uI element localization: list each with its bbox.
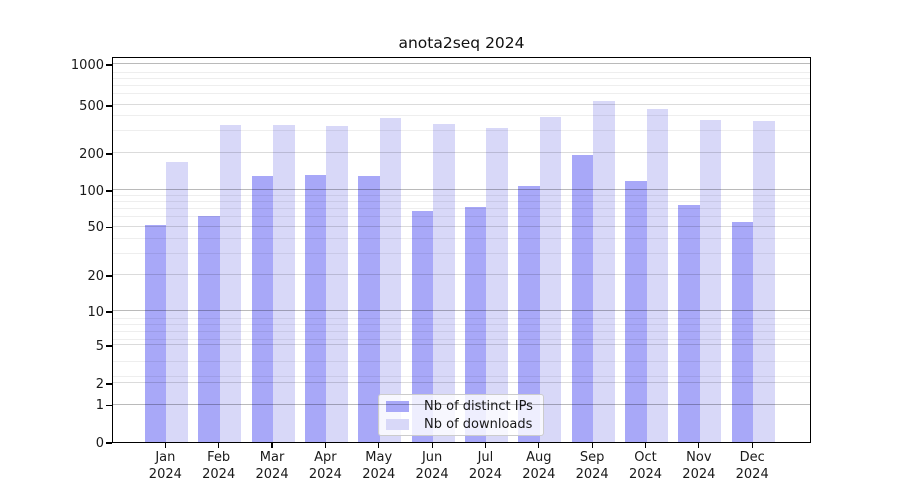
y-tick-label: 0 — [95, 435, 104, 451]
x-tick-label: Sep 2024 — [575, 450, 609, 482]
bar-downloads — [593, 101, 615, 442]
x-tick-mark — [164, 443, 166, 448]
legend-label: Nb of downloads — [424, 416, 533, 432]
bar-distinct-ips — [198, 216, 220, 442]
x-tick-label: Jan 2024 — [148, 450, 182, 482]
bar-distinct-ips — [518, 186, 540, 442]
x-tick-mark — [378, 443, 380, 448]
x-tick-mark — [484, 443, 487, 448]
y-tick-label: 10 — [87, 304, 104, 320]
y-tick-mark — [106, 383, 112, 385]
y-tick-mark — [106, 105, 112, 107]
legend-swatch-downloads — [386, 418, 409, 430]
bar-downloads — [326, 126, 348, 442]
y-tick-label: 500 — [79, 98, 104, 114]
y-tick-label: 100 — [79, 183, 104, 199]
x-tick-label: Apr 2024 — [308, 450, 342, 482]
bar-downloads — [646, 109, 668, 442]
y-tick-label: 50 — [87, 220, 104, 235]
bar-downloads — [379, 117, 402, 442]
y-tick-label: 1000 — [70, 57, 104, 73]
x-tick-label: Feb 2024 — [202, 450, 236, 482]
x-tick-mark — [644, 443, 647, 448]
bar-distinct-ips — [144, 224, 167, 442]
bar-distinct-ips — [411, 210, 434, 442]
y-tick-label: 2 — [95, 376, 104, 392]
y-tick-mark — [106, 442, 112, 444]
bar-distinct-ips — [678, 205, 700, 442]
plot-area — [112, 57, 811, 443]
x-tick-mark — [698, 443, 700, 448]
x-tick-mark — [591, 443, 593, 448]
y-tick-label: 5 — [95, 338, 104, 354]
y-tick-mark — [106, 275, 112, 277]
x-tick-mark — [271, 443, 273, 448]
bars-layer — [113, 58, 810, 442]
bar-distinct-ips — [571, 154, 594, 442]
x-tick-label: Mar 2024 — [255, 450, 289, 482]
y-tick-mark — [106, 226, 112, 229]
y-tick-label: 200 — [79, 146, 104, 162]
bar-downloads — [166, 161, 188, 442]
y-axis: 0 1 2 5 10 20 50 100 200 500 1000 — [0, 57, 104, 451]
y-tick-mark — [106, 190, 112, 192]
x-tick-mark — [431, 443, 433, 448]
legend-item: Nb of distinct IPs — [386, 397, 536, 415]
bar-distinct-ips — [358, 176, 380, 442]
x-tick-label: Aug 2024 — [522, 450, 556, 482]
bar-downloads — [219, 125, 242, 442]
x-tick-label: Jul 2024 — [468, 450, 502, 482]
x-tick-label: Dec 2024 — [735, 450, 769, 482]
y-tick-mark — [106, 64, 112, 66]
bar-downloads — [486, 128, 508, 442]
bar-downloads — [273, 125, 295, 442]
bar-downloads — [753, 121, 775, 442]
bar-distinct-ips — [625, 180, 647, 442]
x-tick-label: Jun 2024 — [415, 450, 449, 482]
legend-swatch-distinct_ips — [386, 400, 409, 412]
bar-distinct-ips — [251, 176, 274, 442]
y-tick-mark — [106, 404, 112, 407]
x-tick-mark — [218, 443, 220, 448]
bar-distinct-ips — [731, 221, 754, 442]
bar-downloads — [539, 117, 562, 442]
x-axis: Jan 2024 Feb 2024 Mar 2024 Apr 2024 May 2024 Jun 20… — [112, 443, 811, 493]
legend-label: Nb of distinct IPs — [424, 398, 533, 414]
legend-item: Nb of downloads — [386, 415, 536, 433]
x-tick-label: Nov 2024 — [682, 450, 716, 482]
chart-title: anota2seq 2024 — [398, 34, 525, 52]
x-tick-label: Oct 2024 — [628, 450, 663, 482]
legend: Nb of distinct IPs Nb of downloads — [378, 394, 544, 436]
x-tick-mark — [538, 443, 540, 448]
bar-distinct-ips — [464, 206, 487, 442]
bar-distinct-ips — [304, 175, 327, 442]
x-tick-mark — [324, 443, 326, 448]
y-tick-mark — [106, 311, 112, 313]
y-tick-mark — [106, 153, 112, 155]
bar-downloads — [699, 119, 722, 442]
y-tick-label: 1 — [95, 398, 104, 413]
y-tick-label: 20 — [87, 268, 104, 284]
x-tick-mark — [751, 443, 753, 448]
bar-downloads — [433, 123, 455, 442]
y-tick-mark — [106, 345, 112, 347]
x-tick-label: May 2024 — [362, 450, 396, 482]
